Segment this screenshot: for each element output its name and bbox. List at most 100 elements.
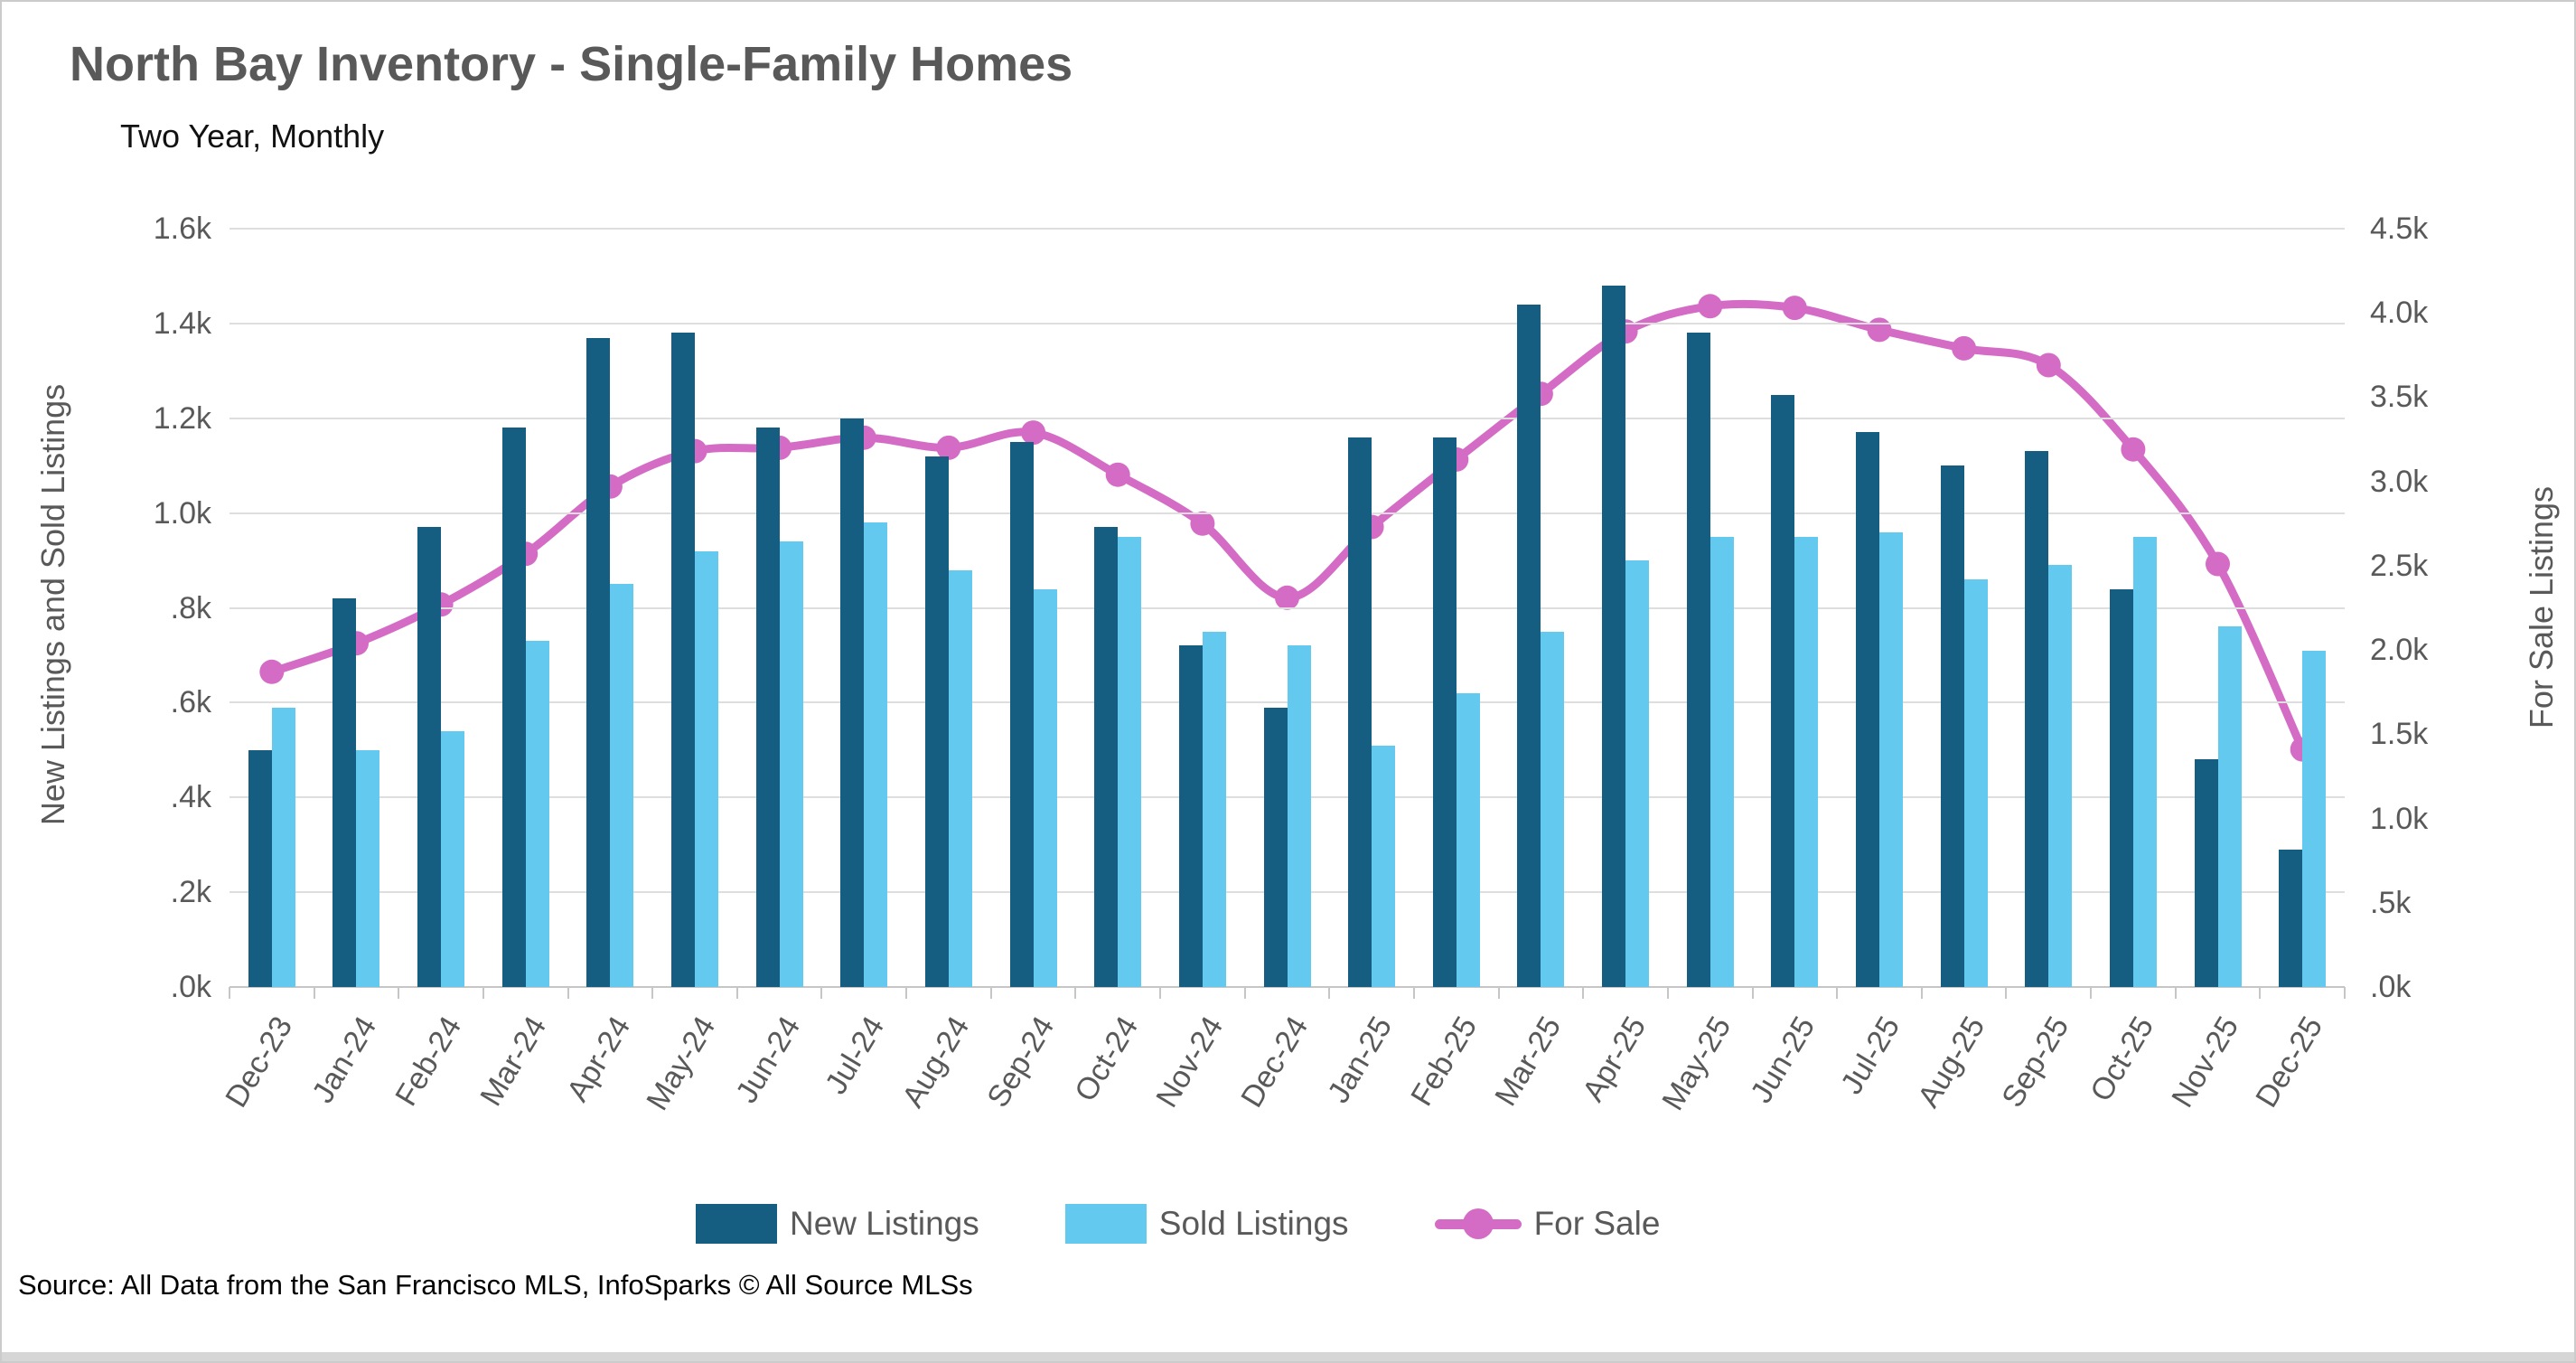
for-sale-point-Dec-24 <box>1275 585 1299 610</box>
for-sale-point-Jul-25 <box>1867 317 1892 343</box>
right-axis-tick-label: 4.0k <box>2370 296 2429 331</box>
chart-legend: New Listings Sold Listings For Sale <box>696 1204 1660 1244</box>
for-sale-line-marker-icon <box>1434 1204 1522 1244</box>
bar-sold-listings-Jul-24 <box>864 522 888 987</box>
x-axis-tick <box>1412 987 1415 999</box>
bar-new-listings-May-25 <box>1686 333 1710 987</box>
bar-new-listings-Dec-25 <box>2279 850 2303 987</box>
bar-new-listings-Mar-24 <box>501 428 526 987</box>
left-axis-tick-label: 1.0k <box>153 495 211 531</box>
right-axis-tick-label: 2.0k <box>2370 633 2429 668</box>
bar-sold-listings-Aug-25 <box>1963 579 1988 987</box>
legend-label-sold-listings: Sold Listings <box>1158 1205 1349 1242</box>
bar-new-listings-Sep-24 <box>1009 442 1034 987</box>
for-sale-point-Sep-24 <box>1021 420 1046 446</box>
for-sale-point-Aug-24 <box>936 435 961 460</box>
bar-sold-listings-Jun-25 <box>1794 537 1819 987</box>
bar-sold-listings-Aug-24 <box>948 570 972 987</box>
bar-sold-listings-May-25 <box>1710 537 1734 987</box>
bar-sold-listings-Jan-24 <box>356 750 380 987</box>
bar-new-listings-Feb-24 <box>417 527 442 987</box>
bar-sold-listings-Jan-25 <box>1372 746 1396 987</box>
bar-new-listings-Apr-24 <box>586 338 611 987</box>
x-axis-tick <box>1751 987 1754 999</box>
bar-sold-listings-Jun-24 <box>779 541 803 987</box>
legend-item-for-sale[interactable]: For Sale <box>1434 1204 1661 1244</box>
x-axis-tick <box>2344 987 2346 999</box>
legend-label-new-listings: New Listings <box>790 1205 979 1242</box>
bar-sold-listings-Mar-25 <box>1541 632 1565 987</box>
x-axis-tick <box>1159 987 1162 999</box>
bar-new-listings-Dec-23 <box>248 750 272 987</box>
for-sale-point-May-25 <box>1698 294 1723 319</box>
right-axis-tick-label: 1.5k <box>2370 717 2429 752</box>
bar-new-listings-Oct-25 <box>2109 589 2133 987</box>
bar-sold-listings-Dec-25 <box>2302 651 2327 987</box>
bar-sold-listings-Apr-24 <box>610 584 634 987</box>
x-axis-tick <box>1328 987 1331 999</box>
left-axis-tick-label: .8k <box>170 590 211 625</box>
x-axis-tick <box>567 987 569 999</box>
x-axis-tick <box>229 987 230 999</box>
gridline <box>229 417 2345 419</box>
x-axis-tick <box>989 987 992 999</box>
bar-new-listings-Sep-25 <box>2025 451 2049 987</box>
bar-sold-listings-Oct-25 <box>2132 537 2157 987</box>
gridline <box>229 228 2345 230</box>
bar-sold-listings-Sep-24 <box>1033 589 1057 987</box>
bar-sold-listings-Feb-25 <box>1456 693 1480 987</box>
left-axis-tick-label: .2k <box>170 875 211 910</box>
right-axis-tick-label: 4.5k <box>2370 212 2429 246</box>
bar-new-listings-Dec-24 <box>1263 708 1288 987</box>
left-axis-tick-label: 1.4k <box>153 306 211 341</box>
bar-new-listings-Nov-25 <box>2194 759 2218 987</box>
x-axis-tick <box>313 987 315 999</box>
x-axis-line <box>229 986 2345 988</box>
for-sale-point-Aug-25 <box>1952 335 1977 361</box>
for-sale-point-Nov-25 <box>2206 551 2230 577</box>
x-axis-tick <box>482 987 484 999</box>
x-axis-tick <box>735 987 738 999</box>
legend-item-new-listings[interactable]: New Listings <box>696 1204 979 1244</box>
x-axis-tick <box>651 987 654 999</box>
window-bottom-edge <box>2 1352 2574 1361</box>
for-sale-point-Dec-23 <box>259 659 285 684</box>
x-axis-tick <box>1074 987 1077 999</box>
new-listings-swatch-icon <box>696 1204 777 1244</box>
bar-new-listings-May-24 <box>671 333 696 987</box>
bar-sold-listings-Dec-23 <box>271 708 295 987</box>
x-axis-tick <box>1582 987 1585 999</box>
page-subtitle: Two Year, Monthly <box>120 118 385 155</box>
x-axis-tick <box>820 987 823 999</box>
for-sale-point-Oct-24 <box>1105 462 1130 487</box>
legend-label-for-sale: For Sale <box>1533 1205 1661 1242</box>
x-axis-tick <box>2174 987 2177 999</box>
x-axis-tick <box>1920 987 1923 999</box>
x-axis-tick <box>905 987 908 999</box>
bar-new-listings-Aug-24 <box>924 456 949 987</box>
right-axis-tick-label: .0k <box>2370 970 2412 1004</box>
bar-new-listings-Oct-24 <box>1094 527 1119 987</box>
bar-new-listings-Jan-25 <box>1348 437 1372 987</box>
for-sale-point-Sep-25 <box>2036 352 2061 378</box>
bar-sold-listings-Sep-25 <box>2048 565 2073 987</box>
bar-sold-listings-Apr-25 <box>1625 560 1650 987</box>
bar-new-listings-Jul-24 <box>840 418 865 987</box>
right-axis-tick-label: 3.0k <box>2370 464 2429 499</box>
bar-new-listings-Jul-25 <box>1855 432 1879 987</box>
bar-new-listings-Jun-24 <box>755 428 780 987</box>
for-sale-point-Jun-25 <box>1782 296 1807 321</box>
sold-listings-swatch-icon <box>1064 1204 1147 1244</box>
bar-new-listings-Jun-25 <box>1771 395 1795 987</box>
bar-sold-listings-Feb-24 <box>441 731 465 987</box>
legend-item-sold-listings[interactable]: Sold Listings <box>1064 1204 1349 1244</box>
for-sale-marker-dot <box>1462 1208 1494 1239</box>
gridline <box>229 322 2345 324</box>
x-axis-tick <box>1666 987 1669 999</box>
bar-sold-listings-Nov-25 <box>2217 626 2242 987</box>
right-axis-tick-label: 3.5k <box>2370 380 2429 415</box>
bar-new-listings-Nov-24 <box>1178 645 1203 987</box>
left-axis-tick-label: 1.2k <box>153 400 211 436</box>
bar-new-listings-Apr-25 <box>1602 286 1626 987</box>
